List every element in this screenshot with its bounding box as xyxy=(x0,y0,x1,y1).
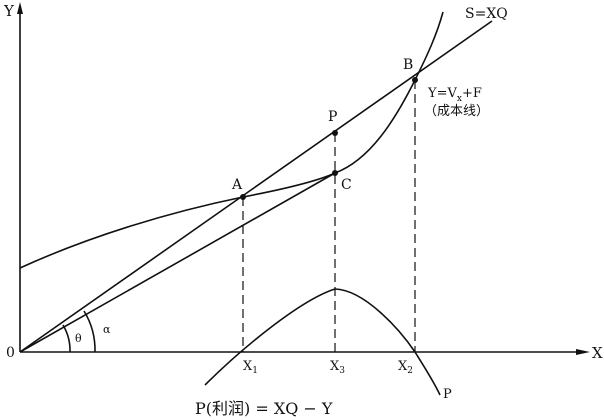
cost-curve xyxy=(19,11,444,269)
x2-label: X2 xyxy=(398,359,413,376)
origin-label: 0 xyxy=(6,345,15,361)
point-b xyxy=(412,77,418,83)
x-axis-label: X xyxy=(592,344,603,362)
point-c-label: C xyxy=(341,177,352,193)
point-p xyxy=(332,130,338,136)
point-b-label: B xyxy=(403,57,413,73)
cost-line-note: （成本线） xyxy=(424,104,489,119)
profit-curve xyxy=(204,288,441,396)
theta-label: θ xyxy=(75,332,82,345)
alpha-label: α xyxy=(103,323,111,336)
revenue-line-label: S=XQ xyxy=(465,6,508,22)
theta-arc xyxy=(62,324,71,353)
profit-curve-label: P xyxy=(443,387,452,402)
alpha-arc xyxy=(83,310,96,353)
x-axis-arrow-icon xyxy=(576,349,590,355)
y-axis-label: Y xyxy=(3,2,15,20)
x3-label: X3 xyxy=(330,359,345,376)
point-p-label: P xyxy=(328,109,337,125)
x1-label: X1 xyxy=(243,359,258,376)
y-axis-arrow-icon xyxy=(17,2,23,14)
revenue-line xyxy=(19,20,493,353)
point-a-label: A xyxy=(231,177,243,193)
point-a xyxy=(240,194,246,200)
tangent-line xyxy=(19,172,336,353)
profit-formula: P(利润) = XQ − Y xyxy=(195,399,333,418)
cost-line-label: Y=Vx+F xyxy=(427,86,482,104)
point-c xyxy=(332,170,338,176)
